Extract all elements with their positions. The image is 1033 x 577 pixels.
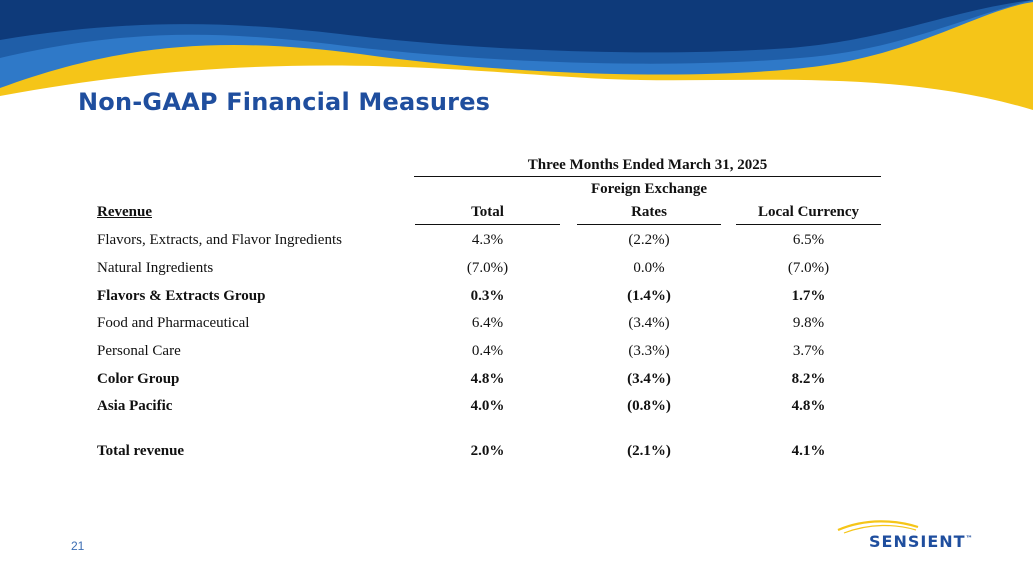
cell-fx: (0.8%) bbox=[577, 395, 721, 417]
cell-local: 8.2% bbox=[736, 368, 881, 390]
cell-total: (7.0%) bbox=[415, 257, 560, 279]
logo-wordmark: SENSIENT™ bbox=[869, 532, 974, 551]
cell-local: (7.0%) bbox=[736, 257, 881, 279]
cell-fx: (3.3%) bbox=[577, 340, 721, 362]
cell-total: 0.3% bbox=[415, 285, 560, 307]
sensient-logo: SENSIENT™ bbox=[836, 518, 966, 552]
column-header-total: Total bbox=[415, 201, 560, 225]
row-label: Personal Care bbox=[97, 340, 181, 362]
row-label: Flavors & Extracts Group bbox=[97, 285, 265, 307]
cell-local: 1.7% bbox=[736, 285, 881, 307]
cell-local: 6.5% bbox=[736, 229, 881, 251]
cell-local: 3.7% bbox=[736, 340, 881, 362]
column-header-local-currency: Local Currency bbox=[736, 201, 881, 225]
cell-fx: (3.4%) bbox=[577, 312, 721, 334]
cell-fx: (2.2%) bbox=[577, 229, 721, 251]
column-header-fx-line2: Rates bbox=[577, 201, 721, 224]
cell-total: 4.3% bbox=[415, 229, 560, 251]
cell-fx: (3.4%) bbox=[577, 368, 721, 390]
row-label: Natural Ingredients bbox=[97, 257, 213, 279]
row-label: Flavors, Extracts, and Flavor Ingredient… bbox=[97, 229, 342, 251]
cell-fx: 0.0% bbox=[577, 257, 721, 279]
cell-fx: (2.1%) bbox=[577, 440, 721, 462]
page-number: 21 bbox=[71, 539, 84, 553]
cell-fx: (1.4%) bbox=[577, 285, 721, 307]
cell-local: 4.1% bbox=[736, 440, 881, 462]
table-row: Asia Pacific 4.0% (0.8%) 4.8% bbox=[0, 395, 1033, 417]
row-label: Color Group bbox=[97, 368, 179, 390]
table-row-total: Total revenue 2.0% (2.1%) 4.1% bbox=[0, 440, 1033, 462]
page-title: Non-GAAP Financial Measures bbox=[78, 88, 490, 116]
row-label: Asia Pacific bbox=[97, 395, 172, 417]
table-row: Food and Pharmaceutical 6.4% (3.4%) 9.8% bbox=[0, 312, 1033, 334]
row-label: Total revenue bbox=[97, 440, 184, 462]
table-row: Flavors & Extracts Group 0.3% (1.4%) 1.7… bbox=[0, 285, 1033, 307]
table-row: Natural Ingredients (7.0%) 0.0% (7.0%) bbox=[0, 257, 1033, 279]
row-label: Food and Pharmaceutical bbox=[97, 312, 249, 334]
cell-local: 9.8% bbox=[736, 312, 881, 334]
cell-total: 2.0% bbox=[415, 440, 560, 462]
period-header: Three Months Ended March 31, 2025 bbox=[414, 157, 881, 177]
revenue-row-header: Revenue bbox=[97, 201, 152, 224]
cell-total: 4.8% bbox=[415, 368, 560, 390]
cell-local: 4.8% bbox=[736, 395, 881, 417]
table-row: Color Group 4.8% (3.4%) 8.2% bbox=[0, 368, 1033, 390]
table-row: Personal Care 0.4% (3.3%) 3.7% bbox=[0, 340, 1033, 362]
cell-total: 4.0% bbox=[415, 395, 560, 417]
table-row: Flavors, Extracts, and Flavor Ingredient… bbox=[0, 229, 1033, 251]
column-header-fx-rates: Foreign Exchange Rates bbox=[577, 178, 721, 225]
cell-total: 6.4% bbox=[415, 312, 560, 334]
column-header-fx-line1: Foreign Exchange bbox=[577, 178, 721, 201]
cell-total: 0.4% bbox=[415, 340, 560, 362]
